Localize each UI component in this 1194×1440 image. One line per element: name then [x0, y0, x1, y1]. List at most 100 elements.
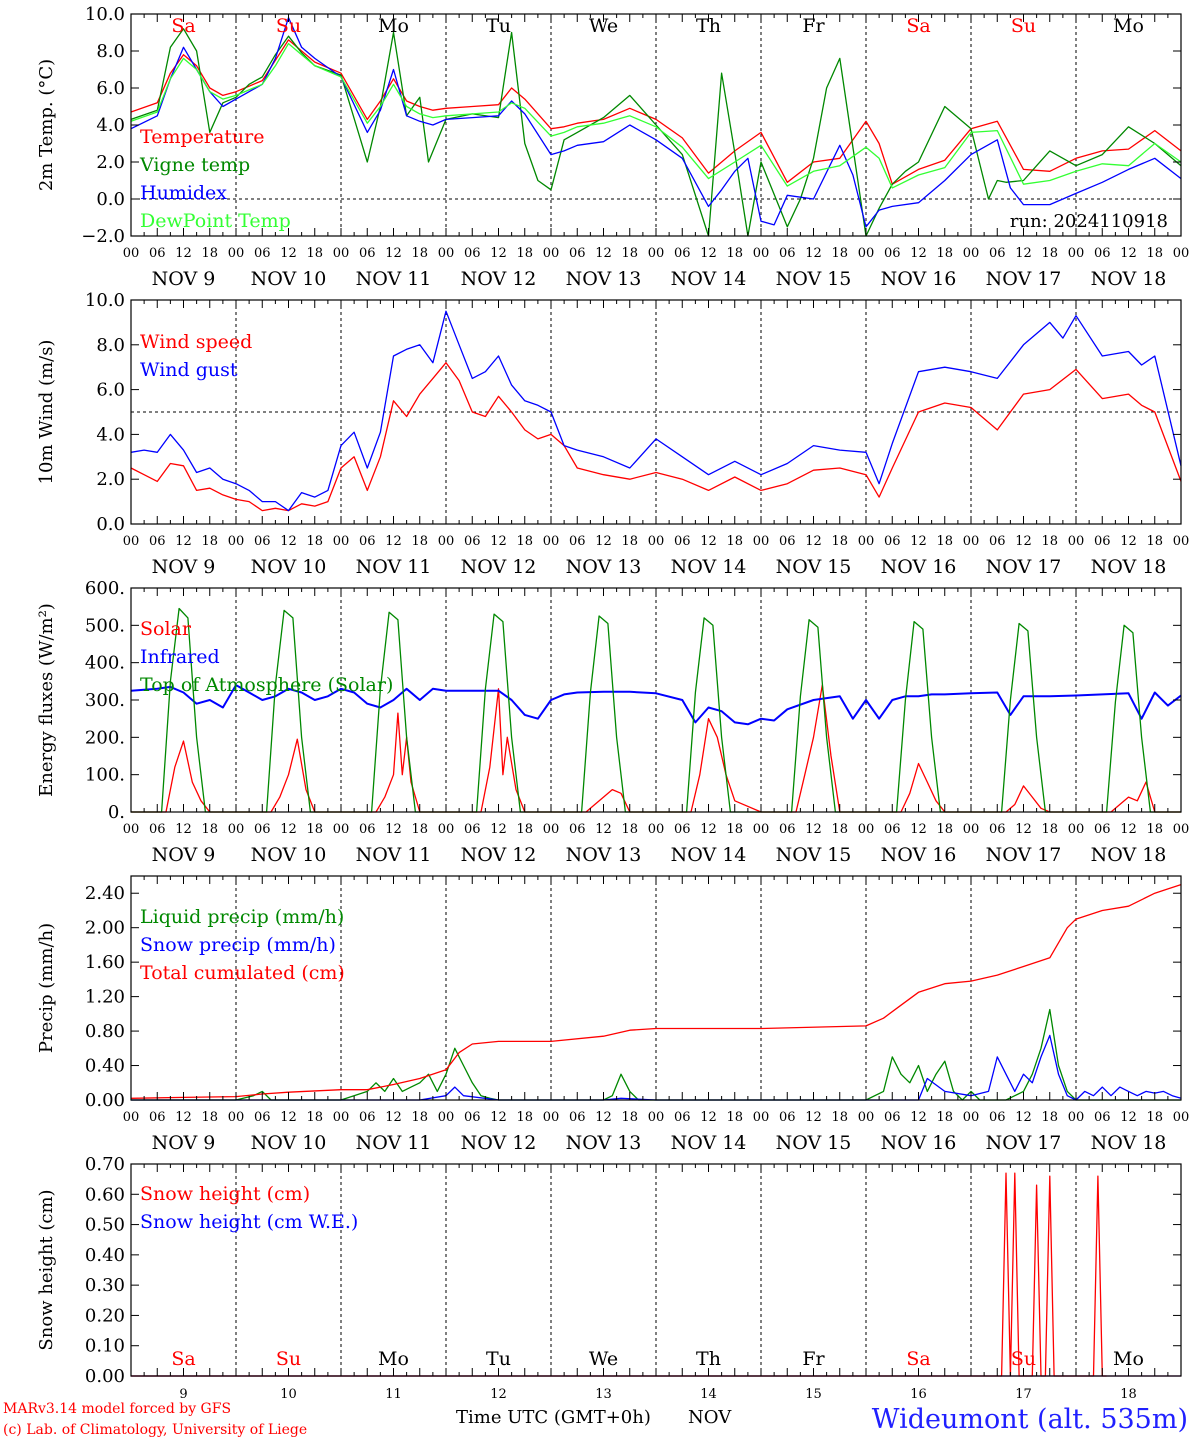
hour-tick-label: 12 — [595, 246, 612, 261]
hour-tick-label: 00 — [543, 534, 560, 549]
hour-tick-label: 12 — [805, 822, 822, 837]
weekday-label-bottom: Tu — [486, 1348, 511, 1370]
date-label: NOV 15 — [776, 556, 852, 578]
y-tick-label: 0.00 — [85, 1366, 125, 1387]
hour-tick-label: 06 — [464, 534, 481, 549]
hour-tick-label: 12 — [910, 1110, 927, 1125]
date-label: NOV 9 — [152, 844, 216, 866]
hour-tick-label: 06 — [569, 534, 586, 549]
hour-tick-label: 18 — [1146, 246, 1163, 261]
hour-tick-label: 12 — [805, 534, 822, 549]
hour-tick-label: 12 — [175, 1110, 192, 1125]
hour-tick-label: 06 — [989, 822, 1006, 837]
legend-entry-1: Liquid precip (mm/h) — [140, 906, 344, 928]
hour-tick-label: 00 — [543, 822, 560, 837]
date-label: NOV 14 — [671, 1132, 747, 1154]
hour-tick-label: 18 — [411, 246, 428, 261]
hour-tick-label: 12 — [175, 246, 192, 261]
hour-tick-label: 18 — [516, 246, 533, 261]
legend-entry-1: Wind speed — [140, 331, 252, 353]
weekday-label-top: Fr — [802, 15, 825, 37]
date-label: NOV 16 — [881, 1132, 957, 1154]
hour-tick-label: 18 — [621, 822, 638, 837]
hour-tick-label: 00 — [1173, 534, 1190, 549]
y-tick-label: 1.20 — [85, 987, 125, 1008]
series-line-2 — [130, 310, 1182, 512]
series-line-1 — [131, 684, 1181, 813]
y-axis-label: Snow height (cm) — [36, 1189, 57, 1350]
hour-tick-label: 12 — [280, 1110, 297, 1125]
date-label: NOV 12 — [461, 1132, 537, 1154]
weekday-label-bottom: We — [589, 1348, 618, 1370]
day-number-label: 11 — [385, 1387, 402, 1402]
hour-tick-label: 06 — [359, 1110, 376, 1125]
hour-tick-label: 00 — [858, 1110, 875, 1125]
hour-tick-label: 06 — [989, 1110, 1006, 1125]
hour-tick-label: 12 — [175, 534, 192, 549]
hour-tick-label: 00 — [1068, 822, 1085, 837]
hour-tick-label: 00 — [963, 246, 980, 261]
day-number-label: 9 — [179, 1387, 187, 1402]
date-label: NOV 18 — [1091, 556, 1167, 578]
hour-tick-label: 12 — [385, 246, 402, 261]
legend-entry-3: Humidex — [140, 182, 227, 204]
hour-tick-label: 18 — [726, 1110, 743, 1125]
hour-tick-label: 00 — [333, 534, 350, 549]
date-label: NOV 9 — [152, 1132, 216, 1154]
y-tick-label: 8.0 — [96, 335, 125, 356]
hour-tick-label: 06 — [674, 822, 691, 837]
hour-tick-label: 06 — [149, 534, 166, 549]
hour-tick-label: 12 — [700, 822, 717, 837]
date-label: NOV 11 — [356, 556, 432, 578]
hour-tick-label: 06 — [884, 246, 901, 261]
y-tick-label: 0.80 — [85, 1021, 125, 1042]
legend-entry-3: Top of Atmosphere (Solar) — [140, 674, 393, 696]
legend-entry-3: Total cumulated (cm) — [140, 962, 345, 984]
series-line-1 — [130, 362, 1182, 512]
hour-tick-label: 06 — [1094, 534, 1111, 549]
legend-entry-2: Snow precip (mm/h) — [140, 934, 336, 956]
date-label: NOV 15 — [776, 268, 852, 290]
y-tick-label: 0.00 — [85, 1090, 125, 1111]
hour-tick-label: 00 — [228, 534, 245, 549]
hour-tick-label: 06 — [989, 246, 1006, 261]
date-label: NOV 11 — [356, 1132, 432, 1154]
hour-tick-label: 00 — [753, 246, 770, 261]
hour-tick-label: 18 — [516, 1110, 533, 1125]
hour-tick-label: 18 — [516, 534, 533, 549]
hour-tick-label: 12 — [385, 822, 402, 837]
hour-tick-label: 06 — [149, 246, 166, 261]
hour-tick-label: 18 — [831, 246, 848, 261]
y-tick-label: 1.60 — [85, 952, 125, 973]
y-tick-label: 0.40 — [85, 1056, 125, 1077]
date-label: NOV 10 — [251, 1132, 327, 1154]
hour-tick-label: 06 — [149, 1110, 166, 1125]
hour-tick-label: 06 — [569, 1110, 586, 1125]
hour-tick-label: 00 — [543, 246, 560, 261]
weekday-label-top: Sa — [906, 15, 930, 37]
y-tick-label: 300. — [85, 690, 125, 711]
hour-tick-label: 12 — [595, 534, 612, 549]
footer-model: MARv3.14 model forced by GFS — [3, 1401, 231, 1417]
y-tick-label: 2.00 — [85, 918, 125, 939]
y-tick-label: 4.0 — [96, 424, 125, 445]
hour-tick-label: 00 — [123, 822, 140, 837]
hour-tick-label: 06 — [989, 534, 1006, 549]
hour-tick-label: 18 — [936, 1110, 953, 1125]
hour-tick-label: 00 — [648, 822, 665, 837]
weekday-label-bottom: Mo — [1113, 1348, 1144, 1370]
y-tick-label: 2.0 — [96, 152, 125, 173]
hour-tick-label: 12 — [700, 246, 717, 261]
hour-tick-label: 06 — [254, 1110, 271, 1125]
hour-tick-label: 06 — [464, 246, 481, 261]
weekday-label-bottom: Mo — [378, 1348, 409, 1370]
weekday-label-top: Tu — [486, 15, 511, 37]
hour-tick-label: 18 — [831, 534, 848, 549]
y-axis-label: Energy fluxes (W/m²) — [36, 603, 57, 797]
hour-tick-label: 06 — [359, 246, 376, 261]
hour-tick-label: 06 — [359, 534, 376, 549]
hour-tick-label: 00 — [648, 246, 665, 261]
weekday-label-top: Th — [696, 15, 721, 37]
hour-tick-label: 00 — [333, 246, 350, 261]
